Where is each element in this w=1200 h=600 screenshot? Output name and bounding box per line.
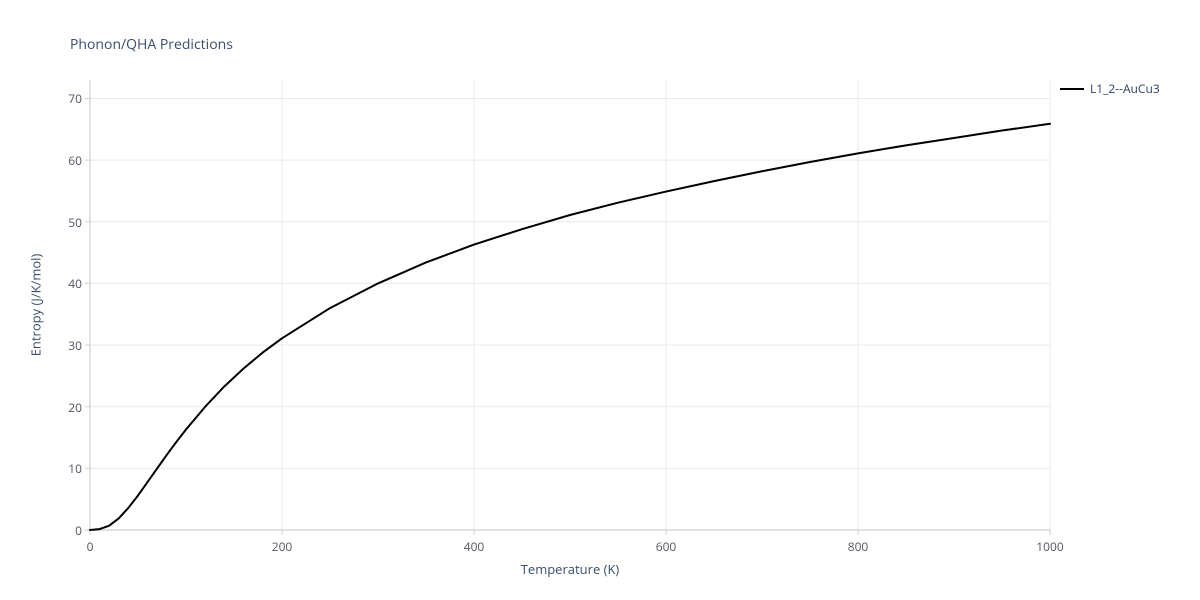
y-tick-label: 10 xyxy=(50,460,82,477)
y-tick-label: 60 xyxy=(50,152,82,169)
plot-area[interactable] xyxy=(90,80,1050,530)
y-tick-label: 40 xyxy=(50,275,82,292)
plot-svg xyxy=(90,80,1050,530)
x-tick-label: 600 xyxy=(646,538,686,555)
x-tick-label: 0 xyxy=(70,538,110,555)
chart-container: Phonon/QHA Predictions 02004006008001000… xyxy=(0,0,1200,600)
x-tick-label: 400 xyxy=(454,538,494,555)
y-tick-label: 50 xyxy=(50,214,82,231)
legend-swatch xyxy=(1060,88,1084,90)
x-tick-label: 800 xyxy=(838,538,878,555)
x-axis-label: Temperature (K) xyxy=(90,560,1050,578)
chart-title: Phonon/QHA Predictions xyxy=(70,35,233,54)
y-tick-label: 20 xyxy=(50,399,82,416)
y-tick-label: 30 xyxy=(50,337,82,354)
y-tick-label: 0 xyxy=(50,522,82,539)
y-tick-label: 70 xyxy=(50,90,82,107)
x-tick-label: 200 xyxy=(262,538,302,555)
legend-series-label: L1_2--AuCu3 xyxy=(1090,80,1160,97)
y-axis-label-text: Entropy (J/K/mol) xyxy=(26,254,44,357)
legend[interactable]: L1_2--AuCu3 xyxy=(1060,80,1160,97)
x-tick-label: 1000 xyxy=(1030,538,1070,555)
y-axis-label: Entropy (J/K/mol) xyxy=(25,80,45,530)
